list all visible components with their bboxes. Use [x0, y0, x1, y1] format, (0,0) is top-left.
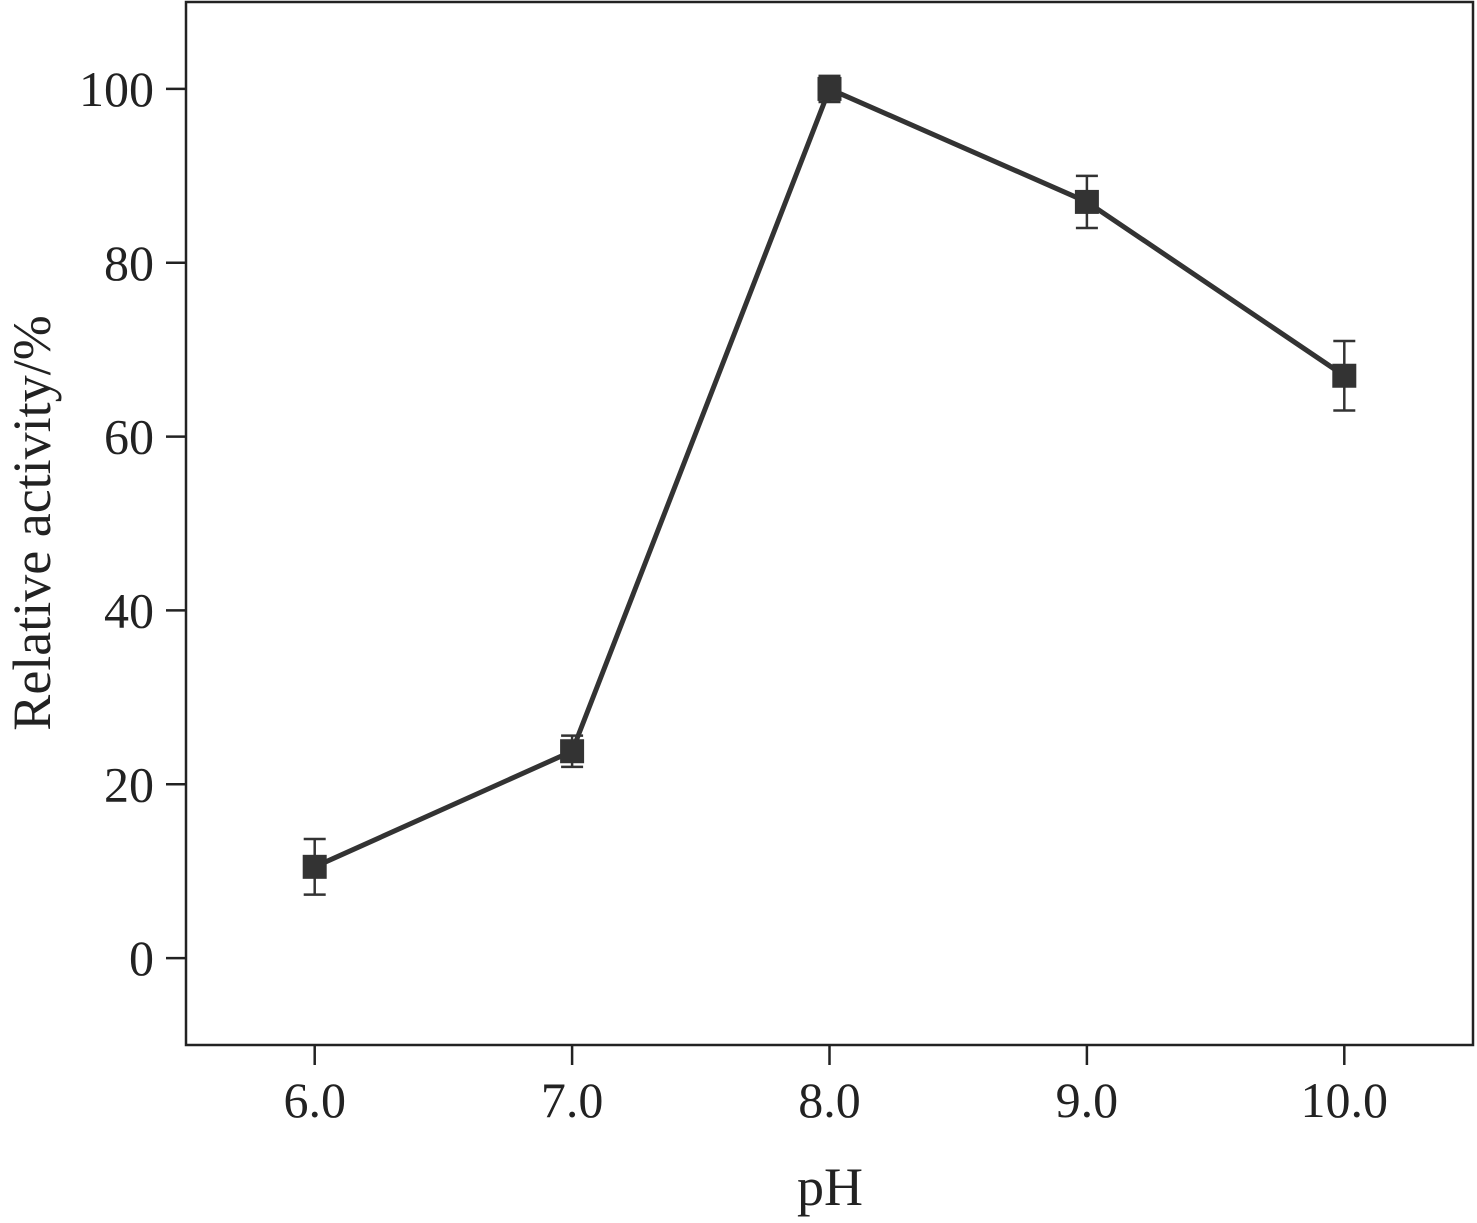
y-axis-title: Relative activity/%	[2, 315, 62, 730]
series-line	[313, 86, 1346, 870]
y-tick-label: 40	[104, 582, 154, 638]
y-tick-label: 0	[129, 930, 154, 986]
y-tick-label: 80	[104, 235, 154, 291]
data-point	[302, 854, 327, 879]
data-point	[560, 739, 585, 764]
x-tick-label: 7.0	[541, 1072, 604, 1128]
x-tick-label: 9.0	[1056, 1072, 1119, 1128]
plot-frame	[184, 0, 1475, 1047]
axes	[184, 0, 1475, 1047]
data-point	[1332, 363, 1357, 388]
ticks: 6.0 7.0 8.0 9.0 10.0 0 20 40 60 80 100	[79, 61, 1388, 1128]
y-tick-label: 100	[79, 61, 154, 117]
y-tick-label: 60	[104, 409, 154, 465]
x-axis-title: pH	[797, 1157, 863, 1217]
data-point	[817, 76, 842, 101]
data-point	[1074, 189, 1099, 214]
series	[302, 74, 1357, 896]
y-tick-label: 20	[104, 756, 154, 812]
x-tick-label: 10.0	[1301, 1072, 1389, 1128]
x-tick-label: 6.0	[283, 1072, 346, 1128]
x-tick-label: 8.0	[798, 1072, 861, 1128]
